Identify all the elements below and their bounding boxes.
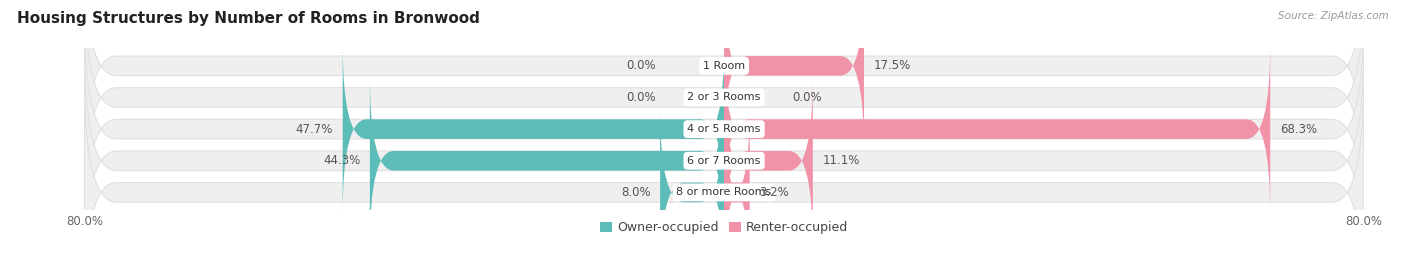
Text: 11.1%: 11.1% [823,154,860,167]
Text: 0.0%: 0.0% [627,59,657,72]
Text: 4 or 5 Rooms: 4 or 5 Rooms [688,124,761,134]
FancyBboxPatch shape [370,76,724,246]
Text: 0.0%: 0.0% [792,91,821,104]
Text: 47.7%: 47.7% [295,123,333,136]
Text: 2 or 3 Rooms: 2 or 3 Rooms [688,93,761,102]
FancyBboxPatch shape [724,76,813,246]
FancyBboxPatch shape [724,44,1270,214]
FancyBboxPatch shape [84,0,1364,214]
FancyBboxPatch shape [661,107,724,269]
FancyBboxPatch shape [84,12,1364,246]
Text: 3.2%: 3.2% [759,186,789,199]
FancyBboxPatch shape [724,0,865,151]
FancyBboxPatch shape [84,76,1364,269]
FancyBboxPatch shape [724,107,749,269]
Text: 6 or 7 Rooms: 6 or 7 Rooms [688,156,761,166]
Text: Source: ZipAtlas.com: Source: ZipAtlas.com [1278,11,1389,21]
Text: 1 Room: 1 Room [703,61,745,71]
Text: 0.0%: 0.0% [627,91,657,104]
FancyBboxPatch shape [84,44,1364,269]
Text: 44.3%: 44.3% [323,154,360,167]
Legend: Owner-occupied, Renter-occupied: Owner-occupied, Renter-occupied [595,216,853,239]
Text: Housing Structures by Number of Rooms in Bronwood: Housing Structures by Number of Rooms in… [17,11,479,26]
FancyBboxPatch shape [343,44,724,214]
Text: 68.3%: 68.3% [1279,123,1317,136]
Text: 8.0%: 8.0% [621,186,651,199]
Text: 17.5%: 17.5% [873,59,911,72]
FancyBboxPatch shape [84,0,1364,183]
Text: 8 or more Rooms: 8 or more Rooms [676,187,772,197]
